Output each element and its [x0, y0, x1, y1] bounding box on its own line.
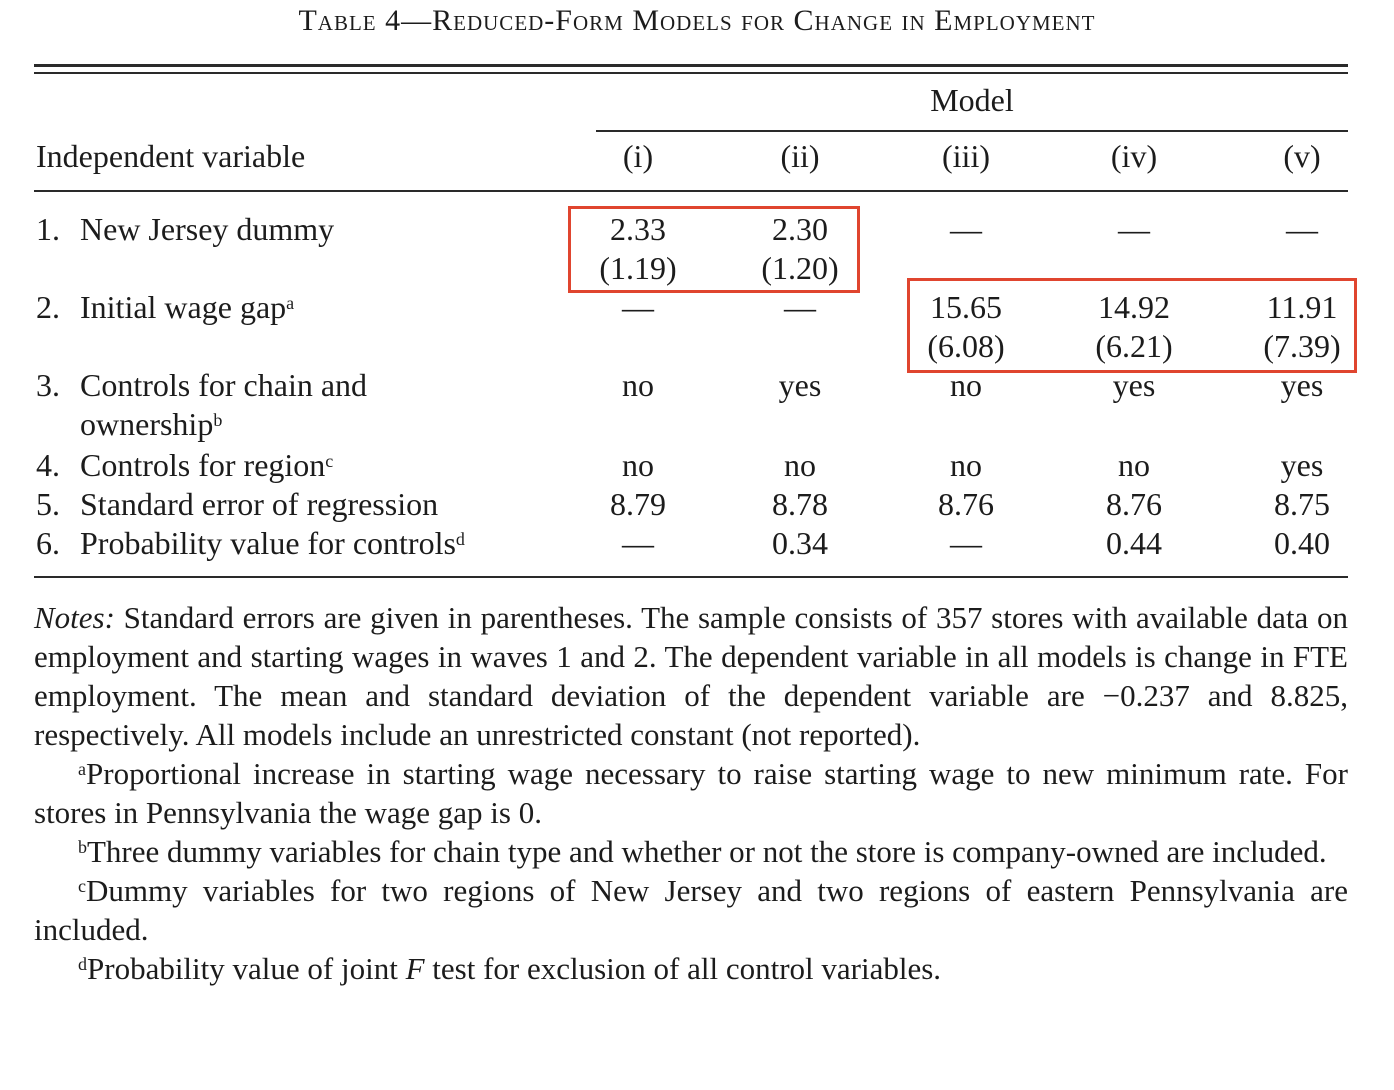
highlight-box-nj-dummy [568, 206, 860, 293]
cell-r5-c4: 8.76 [1106, 486, 1162, 522]
bottom-rule [34, 576, 1348, 578]
cell-r5-c2: 8.78 [772, 486, 828, 522]
column-header-i: (i) [622, 138, 654, 174]
notes-main: Notes: Standard errors are given in pare… [34, 600, 1348, 752]
cell-r6-c1: — [622, 525, 654, 561]
cell-r4-c5: yes [1280, 447, 1324, 483]
footnote-c: cDummy variables for two regions of New … [34, 873, 1348, 947]
row-label-chain-controls: 3. Controls for chain and ownershipb [36, 367, 368, 442]
column-header-v: (v) [1283, 138, 1321, 174]
cell-r2-c1: — [622, 289, 654, 325]
highlight-box-wage-gap [907, 278, 1357, 373]
footnote-d: dProbability value of joint F test for e… [78, 951, 942, 986]
row-label-wage-gap: 2. Initial wage gapa [36, 289, 295, 325]
top-rule [34, 64, 1348, 67]
cell-r6-c4: 0.44 [1106, 525, 1162, 561]
row-label-std-error: 5. Standard error of regression [36, 486, 439, 522]
column-header-ii: (ii) [780, 138, 820, 174]
row-label-prob-value: 6. Probability value for controlsd [36, 525, 465, 561]
cell-r1-c5: — [1286, 211, 1318, 247]
cell-r2-c3: 15.65 (6.08) [927, 289, 1005, 364]
cell-r4-c3: no [950, 447, 982, 483]
cell-r6-c2: 0.34 [772, 525, 828, 561]
model-rule [596, 130, 1348, 132]
column-header-iv: (iv) [1110, 138, 1158, 174]
cell-r5-c1: 8.79 [610, 486, 666, 522]
cell-r2-c2: — [784, 289, 816, 325]
cell-r2-c4: 14.92 (6.21) [1095, 289, 1173, 364]
row-label-nj-dummy: 1. New Jersey dummy [36, 211, 335, 247]
cell-r6-c5: 0.40 [1274, 525, 1330, 561]
cell-r5-c3: 8.76 [938, 486, 994, 522]
header-rule [34, 190, 1348, 192]
cell-r3-c3: no [950, 367, 982, 403]
cell-r4-c1: no [622, 447, 654, 483]
cell-r2-c5: 11.91 (7.39) [1263, 289, 1341, 364]
cell-r1-c1: 2.33 (1.19) [599, 211, 677, 286]
row-label-region-controls: 4. Controls for regionc [36, 447, 334, 483]
cell-r1-c4: — [1118, 211, 1150, 247]
model-header: Model [930, 82, 1014, 118]
column-header-iii: (iii) [942, 138, 990, 174]
cell-r4-c4: no [1118, 447, 1150, 483]
table-title: Table 4—Reduced-Form Models for Change i… [298, 4, 1096, 37]
footnote-a: aProportional increase in starting wage … [34, 756, 1348, 830]
cell-r3-c4: yes [1112, 367, 1156, 403]
cell-r5-c5: 8.75 [1274, 486, 1330, 522]
cell-r1-c2: 2.30 (1.20) [761, 211, 839, 286]
top-rule-2 [34, 72, 1348, 74]
footnote-b: bThree dummy variables for chain type an… [78, 834, 1327, 869]
cell-r3-c5: yes [1280, 367, 1324, 403]
table-notes: Notes: Standard errors are given in pare… [34, 598, 1348, 988]
cell-r3-c1: no [622, 367, 654, 403]
cell-r4-c2: no [784, 447, 816, 483]
cell-r3-c2: yes [778, 367, 822, 403]
cell-r6-c3: — [950, 525, 982, 561]
cell-r1-c3: — [950, 211, 982, 247]
independent-variable-header: Independent variable [36, 138, 306, 174]
